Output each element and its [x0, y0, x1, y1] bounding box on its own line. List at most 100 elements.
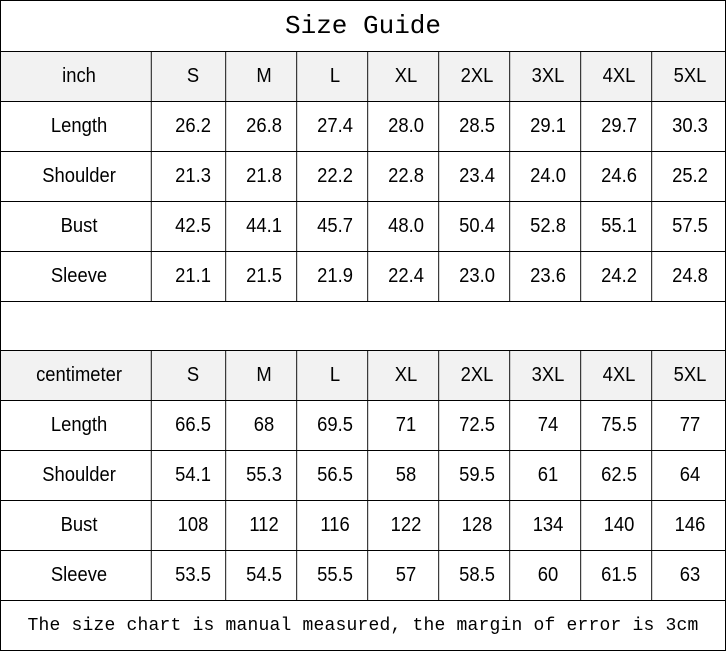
- size-header: S: [161, 52, 227, 101]
- measurement-cell: 54.1: [161, 451, 227, 500]
- measurement-cell: 140: [587, 501, 653, 550]
- size-header: M: [232, 351, 298, 400]
- row-label: Shoulder: [7, 451, 152, 500]
- table-row: Shoulder 54.1 55.3 56.5 58 59.5 61 62.5 64: [1, 451, 725, 501]
- measurement-cell: 71: [374, 401, 440, 450]
- measurement-cell: 77: [679, 414, 701, 436]
- measurement-cell: 28.0: [374, 102, 440, 151]
- table-row: Bust 108 112 116 122 128 134 140 146: [1, 501, 725, 551]
- centimeter-table: centimeter S M L XL 2XL 3XL 4XL 5XL Length 66.5 68 6…: [1, 351, 725, 601]
- measurement-cell: 59.5: [445, 451, 511, 500]
- measurement-cell: 55.3: [232, 451, 298, 500]
- row-label: Shoulder: [7, 152, 152, 201]
- measurement-cell: 24.8: [672, 265, 708, 287]
- measurement-cell: 68: [232, 401, 298, 450]
- table-row: Length 66.5 68 69.5 71 72.5 74 75.5 77: [1, 401, 725, 451]
- measurement-cell: 22.2: [303, 152, 369, 201]
- measurement-cell: 21.1: [161, 252, 227, 301]
- measurement-cell: 24.0: [516, 152, 582, 201]
- measurement-cell: 57: [374, 551, 440, 600]
- measurement-cell: 74: [516, 401, 582, 450]
- size-header: XL: [374, 351, 440, 400]
- measurement-cell: 50.4: [445, 202, 511, 251]
- measurement-cell: 24.2: [587, 252, 653, 301]
- size-header: XL: [374, 52, 440, 101]
- row-label: Length: [7, 102, 152, 151]
- measurement-cell: 45.7: [303, 202, 369, 251]
- measurement-cell: 22.8: [374, 152, 440, 201]
- table-row: Sleeve 53.5 54.5 55.5 57 58.5 60 61.5 63: [1, 551, 725, 601]
- measurement-cell: 23.0: [445, 252, 511, 301]
- measurement-cell: 58.5: [445, 551, 511, 600]
- measurement-cell: 60: [516, 551, 582, 600]
- measurement-cell: 26.2: [161, 102, 227, 151]
- size-header: 5XL: [673, 65, 707, 87]
- size-header: L: [303, 52, 369, 101]
- size-header: L: [303, 351, 369, 400]
- table-row: Shoulder 21.3 21.8 22.2 22.8 23.4 24.0 24.6 25.2: [1, 152, 725, 202]
- measurement-cell: 128: [445, 501, 511, 550]
- size-header: 3XL: [516, 351, 582, 400]
- measurement-cell: 52.8: [516, 202, 582, 251]
- size-header: 2XL: [445, 351, 511, 400]
- row-label: Length: [7, 401, 152, 450]
- size-header: 2XL: [445, 52, 511, 101]
- measurement-cell: 23.6: [516, 252, 582, 301]
- page-title: Size Guide: [1, 1, 725, 52]
- measurement-cell: 29.1: [516, 102, 582, 151]
- measurement-cell: 44.1: [232, 202, 298, 251]
- size-header: M: [232, 52, 298, 101]
- measurement-cell: 55.1: [587, 202, 653, 251]
- measurement-cell: 112: [232, 501, 298, 550]
- measurement-cell: 53.5: [161, 551, 227, 600]
- header-row: inch S M L XL 2XL 3XL 4XL 5XL: [1, 52, 725, 102]
- measurement-cell: 25.2: [672, 165, 708, 187]
- size-header: 4XL: [587, 52, 653, 101]
- measurement-cell: 42.5: [161, 202, 227, 251]
- size-header: 5XL: [673, 364, 707, 386]
- size-header: 3XL: [516, 52, 582, 101]
- measurement-cell: 72.5: [445, 401, 511, 450]
- measurement-cell: 26.8: [232, 102, 298, 151]
- measurement-cell: 48.0: [374, 202, 440, 251]
- measurement-cell: 58: [374, 451, 440, 500]
- measurement-cell: 116: [303, 501, 369, 550]
- inch-table: inch S M L XL 2XL 3XL 4XL 5XL Length 26.2 26.8 27.4 2…: [1, 52, 725, 302]
- measurement-cell: 54.5: [232, 551, 298, 600]
- spacer-row: [1, 301, 725, 351]
- measurement-cell: 21.3: [161, 152, 227, 201]
- measurement-cell: 61: [516, 451, 582, 500]
- measurement-cell: 22.4: [374, 252, 440, 301]
- measurement-cell: 29.7: [587, 102, 653, 151]
- measurement-cell: 55.5: [303, 551, 369, 600]
- measurement-cell: 134: [516, 501, 582, 550]
- measurement-cell: 23.4: [445, 152, 511, 201]
- measurement-cell: 27.4: [303, 102, 369, 151]
- row-label: Sleeve: [7, 252, 152, 301]
- measurement-cell: 21.8: [232, 152, 298, 201]
- footer-note: The size chart is manual measured, the m…: [27, 615, 699, 636]
- measurement-cell: 30.3: [672, 115, 708, 137]
- table-row: Bust 42.5 44.1 45.7 48.0 50.4 52.8 55.1 57.5: [1, 202, 725, 252]
- measurement-cell: 61.5: [587, 551, 653, 600]
- measurement-cell: 122: [374, 501, 440, 550]
- unit-header: inch: [7, 52, 152, 101]
- measurement-cell: 62.5: [587, 451, 653, 500]
- table-row: Sleeve 21.1 21.5 21.9 22.4 23.0 23.6 24.2 24.8: [1, 252, 725, 302]
- measurement-cell: 21.9: [303, 252, 369, 301]
- row-label: Sleeve: [7, 551, 152, 600]
- size-header: 4XL: [587, 351, 653, 400]
- row-label: Bust: [7, 501, 152, 550]
- measurement-cell: 24.6: [587, 152, 653, 201]
- header-row: centimeter S M L XL 2XL 3XL 4XL 5XL: [1, 351, 725, 401]
- table-row: Length 26.2 26.8 27.4 28.0 28.5 29.1 29.7 30.3: [1, 102, 725, 152]
- measurement-cell: 66.5: [161, 401, 227, 450]
- unit-header: centimeter: [7, 351, 152, 400]
- measurement-cell: 146: [674, 514, 706, 536]
- measurement-cell: 57.5: [672, 215, 708, 237]
- measurement-cell: 64: [679, 464, 701, 486]
- measurement-cell: 63: [679, 564, 701, 586]
- measurement-cell: 28.5: [445, 102, 511, 151]
- measurement-cell: 56.5: [303, 451, 369, 500]
